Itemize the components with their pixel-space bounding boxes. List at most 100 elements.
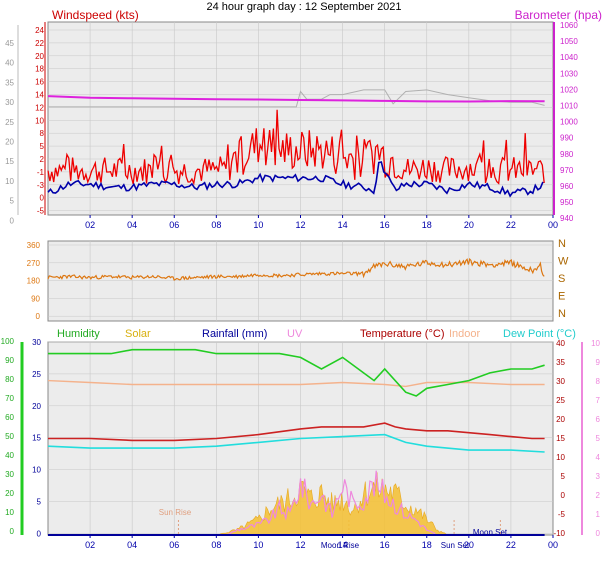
env-xtick-label: 14 bbox=[338, 540, 348, 550]
humidity-ytick-label: 30 bbox=[5, 470, 14, 479]
wind-ytick-label: -5 bbox=[37, 207, 45, 216]
outer-ytick-label: 30 bbox=[5, 98, 14, 107]
uv-ytick-label: 4 bbox=[596, 453, 601, 462]
baro-ytick-label: 1040 bbox=[560, 53, 578, 62]
wind-gust-line bbox=[47, 109, 545, 186]
humidity-line bbox=[48, 348, 545, 397]
uv-ytick-label: 5 bbox=[596, 434, 601, 443]
wind-direction-line bbox=[47, 257, 545, 281]
temp-ytick-label: -10 bbox=[553, 529, 565, 538]
wind-xtick-label: 12 bbox=[295, 220, 305, 230]
temp-ytick-label: 15 bbox=[556, 434, 565, 443]
temp-ytick-label: 5 bbox=[561, 472, 566, 481]
humidity-ytick-label: 70 bbox=[5, 394, 14, 403]
sun-rise-label: Sun Rise bbox=[159, 508, 192, 517]
baro-ytick-label: 960 bbox=[560, 182, 574, 191]
dir-compass-label: W bbox=[558, 256, 569, 268]
humidity-ytick-label: 80 bbox=[5, 375, 14, 384]
uv-ytick-label: 9 bbox=[596, 358, 601, 367]
wind-ytick-label: 24 bbox=[35, 26, 44, 35]
baro-alt-line bbox=[48, 89, 545, 108]
uv-ytick-label: 1 bbox=[596, 510, 601, 519]
humidity-ytick-label: 0 bbox=[10, 527, 15, 536]
wind-ytick-label: 0 bbox=[40, 194, 45, 203]
baro-ytick-label: 1010 bbox=[560, 102, 578, 111]
baro-ytick-label: 1030 bbox=[560, 69, 578, 78]
baro-ytick-label: 1000 bbox=[560, 118, 578, 127]
baro-axis-label: Barometer (hpa) bbox=[515, 8, 602, 22]
baro-ytick-label: 1020 bbox=[560, 85, 578, 94]
temp-ytick-label: 0 bbox=[561, 491, 566, 500]
dir-ytick-label: 180 bbox=[27, 277, 41, 286]
uv-line bbox=[226, 470, 436, 536]
humidity-ytick-label: 50 bbox=[5, 432, 14, 441]
baro-line bbox=[47, 95, 545, 103]
wind-xtick-label: 08 bbox=[211, 220, 221, 230]
temp-ytick-label: 20 bbox=[556, 415, 565, 424]
uv-ytick-label: 0 bbox=[596, 529, 601, 538]
moon-set-label: Moon Set bbox=[473, 528, 508, 537]
outer-ytick-label: 0 bbox=[10, 216, 15, 225]
env-xtick-label: 02 bbox=[85, 540, 95, 550]
env-ytick-label: 10 bbox=[32, 466, 41, 475]
env-xtick-label: 22 bbox=[506, 540, 516, 550]
page-title: 24 hour graph day : 12 September 2021 bbox=[206, 1, 401, 13]
wind-panel: 24 22 20 18 16 14 12 10 8 5 2 -1 -3 0 -5 45 40 35 30 25 20 15… bbox=[5, 21, 578, 230]
uv-ytick-label: 2 bbox=[596, 491, 601, 500]
env-xtick-label: 20 bbox=[464, 540, 474, 550]
wind-ytick-label: 18 bbox=[35, 65, 44, 74]
temp-ytick-label: 40 bbox=[556, 339, 565, 348]
baro-ytick-label: 970 bbox=[560, 166, 574, 175]
legend-dew-point: Dew Point (°C) bbox=[503, 328, 576, 340]
baro-ytick-label: 940 bbox=[560, 214, 574, 223]
env-xtick-label: 12 bbox=[295, 540, 305, 550]
outer-ytick-label: 10 bbox=[5, 177, 14, 186]
uv-ytick-label: 7 bbox=[596, 396, 601, 405]
wind-ytick-label: 2 bbox=[40, 155, 45, 164]
uv-ytick-label: 3 bbox=[596, 472, 601, 481]
baro-ytick-label: 990 bbox=[560, 134, 574, 143]
temp-ytick-label: 25 bbox=[556, 396, 565, 405]
humidity-ytick-label: 10 bbox=[5, 508, 14, 517]
env-ytick-label: 30 bbox=[32, 338, 41, 347]
env-xtick-label: 18 bbox=[422, 540, 432, 550]
humidity-ytick-label: 60 bbox=[5, 413, 14, 422]
outer-ytick-label: 5 bbox=[10, 197, 15, 206]
baro-ytick-label: 950 bbox=[560, 198, 574, 207]
dir-compass-label: E bbox=[558, 291, 565, 303]
env-xtick-label: 04 bbox=[127, 540, 137, 550]
wind-xtick-label: 10 bbox=[253, 220, 263, 230]
env-xtick-label: 10 bbox=[253, 540, 263, 550]
temperature-line bbox=[48, 422, 545, 442]
outer-ytick-label: 35 bbox=[5, 78, 14, 87]
env-ytick-label: 5 bbox=[37, 498, 42, 507]
humidity-ytick-label: 90 bbox=[5, 356, 14, 365]
dir-compass-label: N bbox=[558, 238, 566, 250]
temp-ytick-label: 30 bbox=[556, 377, 565, 386]
uv-ytick-label: 10 bbox=[591, 339, 600, 348]
moon-rise-label: Moon Rise bbox=[321, 541, 360, 550]
env-ytick-label: 25 bbox=[32, 370, 41, 379]
legend-indoor: Indoor bbox=[449, 328, 481, 340]
solar-area bbox=[195, 472, 448, 536]
env-ytick-label: 0 bbox=[37, 529, 42, 538]
dir-ytick-label: 270 bbox=[27, 259, 41, 268]
wind-ytick-label: 14 bbox=[35, 91, 44, 100]
outer-ytick-label: 20 bbox=[5, 138, 14, 147]
wind-xtick-label: 00 bbox=[548, 220, 558, 230]
humidity-ytick-label: 100 bbox=[1, 337, 15, 346]
wind-xtick-label: 02 bbox=[85, 220, 95, 230]
humidity-ytick-label: 20 bbox=[5, 489, 14, 498]
wind-xtick-label: 06 bbox=[169, 220, 179, 230]
legend-solar: Solar bbox=[125, 328, 151, 340]
wind-ytick-label: 22 bbox=[35, 39, 44, 48]
env-xtick-label: 00 bbox=[548, 540, 558, 550]
legend: Humidity Solar Rainfall (mm) UV Temperat… bbox=[57, 328, 576, 340]
legend-temperature: Temperature (°C) bbox=[360, 328, 444, 340]
env-xtick-label: 08 bbox=[211, 540, 221, 550]
wind-ytick-label: -1 bbox=[37, 168, 45, 177]
legend-rainfall: Rainfall (mm) bbox=[202, 328, 267, 340]
wind-xtick-label: 18 bbox=[422, 220, 432, 230]
